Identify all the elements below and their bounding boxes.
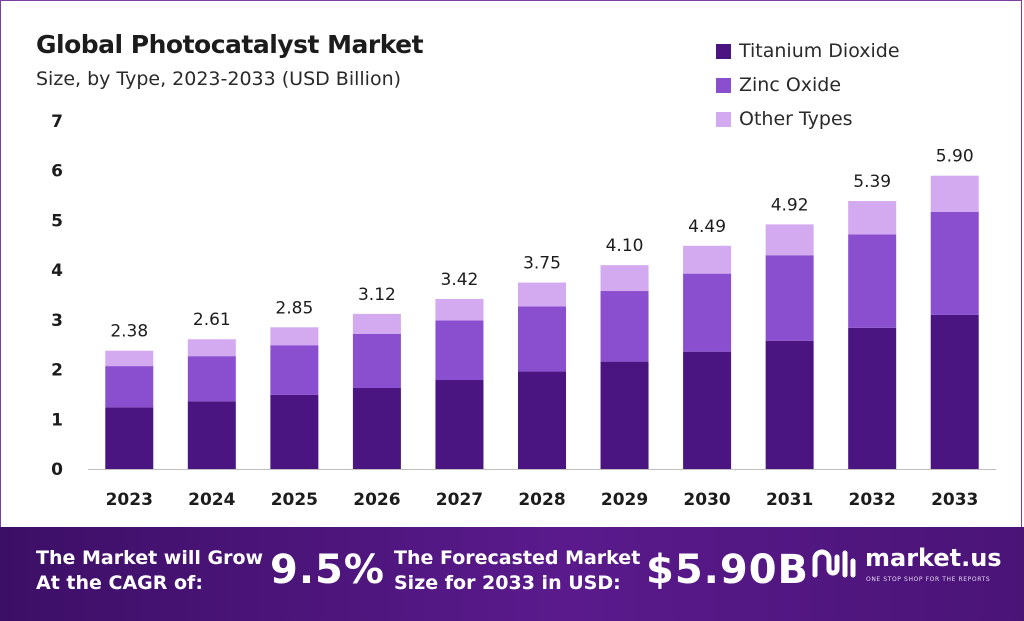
chart-subtitle: Size, by Type, 2023-2033 (USD Billion) bbox=[36, 68, 402, 90]
bar-segment-titanium-dioxide bbox=[683, 351, 732, 469]
y-tick-label: 2 bbox=[51, 361, 63, 381]
x-tick-label: 2028 bbox=[518, 490, 565, 510]
brand-name: market.us bbox=[865, 544, 1002, 572]
bar-segment-other-types bbox=[187, 339, 236, 357]
bar-segment-zinc-oxide bbox=[352, 333, 401, 388]
bar-segment-other-types bbox=[270, 327, 319, 346]
bar-segment-zinc-oxide bbox=[765, 255, 814, 341]
y-tick-label: 6 bbox=[51, 162, 63, 182]
bar-total-label: 3.42 bbox=[441, 270, 479, 290]
bar-segment-zinc-oxide bbox=[930, 211, 979, 315]
bar-chart: 0 1 2 3 4 5 6 7 2.38 2023 2.61 2024 2.85 2025 3.12 2026… bbox=[51, 112, 996, 510]
bar-segment-other-types bbox=[930, 175, 979, 212]
legend-item-zinc-oxide: Zinc Oxide bbox=[716, 68, 900, 102]
bar-segment-titanium-dioxide bbox=[270, 394, 319, 469]
forecast-label-line2: Size for 2033 in USD: bbox=[394, 572, 621, 594]
bar-segment-zinc-oxide bbox=[435, 320, 484, 381]
bar-total-label: 3.12 bbox=[358, 285, 396, 305]
x-tick-label: 2025 bbox=[271, 490, 318, 510]
brand-tagline: ONE STOP SHOP FOR THE REPORTS bbox=[866, 576, 991, 583]
chart-title: Global Photocatalyst Market bbox=[36, 30, 424, 59]
bar-segment-titanium-dioxide bbox=[105, 407, 154, 469]
bar-segment-zinc-oxide bbox=[848, 234, 897, 328]
bar-segment-zinc-oxide bbox=[600, 291, 649, 362]
bar-total-label: 2.38 bbox=[110, 322, 148, 342]
bar-total-label: 5.90 bbox=[936, 147, 974, 167]
y-tick-label: 4 bbox=[51, 261, 63, 281]
legend-label-titanium-dioxide: Titanium Dioxide bbox=[739, 40, 900, 62]
legend-swatch-zinc-oxide bbox=[716, 77, 731, 93]
x-tick-label: 2029 bbox=[601, 490, 648, 510]
bar-segment-other-types bbox=[435, 298, 484, 321]
bar-segment-other-types bbox=[600, 265, 649, 292]
bar-segment-titanium-dioxide bbox=[518, 371, 566, 469]
x-tick-label: 2031 bbox=[766, 490, 813, 510]
cagr-label-line1: The Market will Grow bbox=[36, 547, 264, 569]
bar-total-label: 3.75 bbox=[523, 254, 561, 274]
x-tick-label: 2024 bbox=[188, 490, 235, 510]
bar-segment-titanium-dioxide bbox=[352, 387, 401, 469]
bar-segment-titanium-dioxide bbox=[930, 314, 979, 469]
legend-item-other-types: Other Types bbox=[716, 102, 900, 136]
x-tick-label: 2026 bbox=[353, 490, 400, 510]
chart-legend: Titanium Dioxide Zinc Oxide Other Types bbox=[716, 34, 900, 136]
bar-total-label: 4.92 bbox=[771, 195, 809, 215]
y-tick-label: 7 bbox=[51, 112, 63, 132]
bar-segment-other-types bbox=[518, 282, 566, 307]
bar-total-label: 2.61 bbox=[193, 310, 231, 330]
cagr-label-line2: At the CAGR of: bbox=[36, 572, 203, 594]
y-tick-label: 1 bbox=[51, 410, 63, 430]
bar-segment-titanium-dioxide bbox=[187, 401, 236, 469]
bar-segment-titanium-dioxide bbox=[435, 380, 484, 469]
bar-segment-zinc-oxide bbox=[270, 345, 319, 395]
x-tick-label: 2027 bbox=[436, 490, 483, 510]
bar-segment-other-types bbox=[105, 350, 154, 367]
bar-segment-other-types bbox=[848, 201, 897, 235]
legend-label-other-types: Other Types bbox=[739, 108, 853, 130]
footer-banner: The Market will Grow At the CAGR of: 9.5… bbox=[0, 527, 1024, 621]
bar-segment-titanium-dioxide bbox=[848, 327, 897, 469]
bar-total-label: 4.10 bbox=[606, 236, 644, 256]
x-tick-label: 2030 bbox=[683, 490, 730, 510]
bar-segment-zinc-oxide bbox=[105, 366, 154, 408]
x-tick-label: 2023 bbox=[106, 490, 153, 510]
cagr-value: 9.5% bbox=[270, 547, 385, 593]
market-us-logo-icon bbox=[812, 549, 856, 578]
bar-segment-titanium-dioxide bbox=[765, 340, 814, 469]
y-tick-label: 5 bbox=[51, 211, 63, 231]
y-tick-label: 0 bbox=[51, 460, 63, 480]
bar-total-label: 2.85 bbox=[275, 298, 313, 318]
y-tick-label: 3 bbox=[51, 311, 63, 331]
bar-segment-zinc-oxide bbox=[187, 356, 236, 402]
bar-segment-other-types bbox=[683, 245, 732, 274]
bar-segment-titanium-dioxide bbox=[600, 361, 649, 469]
legend-swatch-titanium-dioxide bbox=[716, 43, 731, 59]
forecast-label-line1: The Forecasted Market bbox=[394, 547, 641, 569]
legend-label-zinc-oxide: Zinc Oxide bbox=[739, 74, 842, 96]
x-tick-label: 2033 bbox=[931, 490, 978, 510]
cagr-label: The Market will Grow At the CAGR of: bbox=[36, 546, 263, 596]
x-tick-label: 2032 bbox=[849, 490, 896, 510]
bar-segment-other-types bbox=[765, 224, 814, 256]
forecast-label: The Forecasted Market Size for 2033 in U… bbox=[394, 546, 640, 596]
bar-total-label: 5.39 bbox=[853, 172, 891, 192]
bar-segment-zinc-oxide bbox=[683, 273, 732, 352]
bar-segment-zinc-oxide bbox=[518, 306, 566, 372]
bar-segment-other-types bbox=[352, 313, 401, 334]
legend-item-titanium-dioxide: Titanium Dioxide bbox=[716, 34, 900, 68]
forecast-value: $5.90B bbox=[646, 547, 810, 593]
bar-total-label: 4.49 bbox=[688, 217, 726, 237]
legend-swatch-other-types bbox=[716, 111, 731, 127]
